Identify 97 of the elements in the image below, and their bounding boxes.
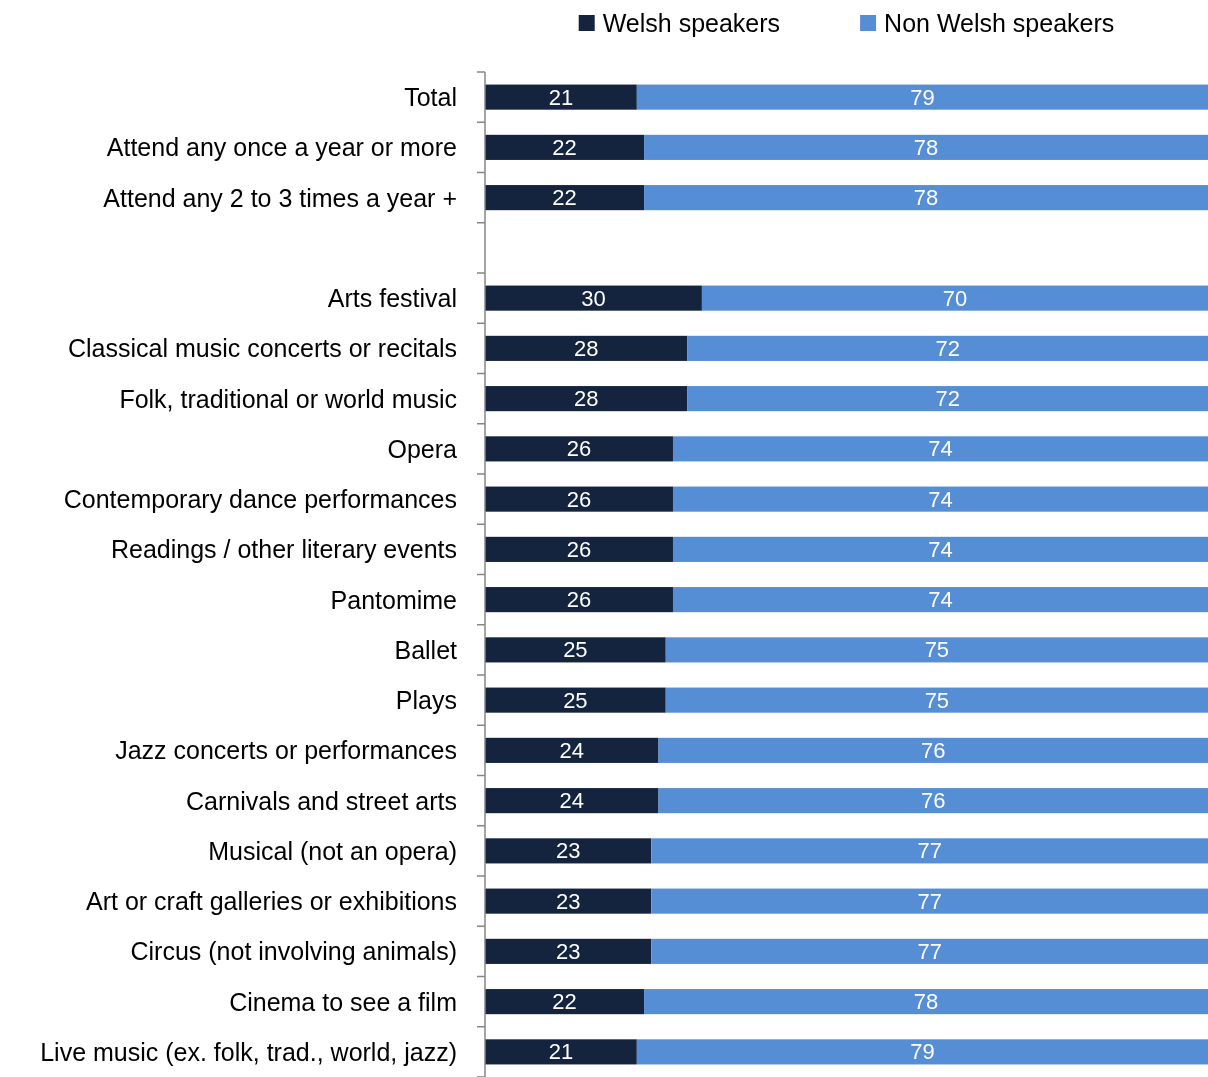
bar <box>485 788 659 814</box>
data-label: 74 <box>928 587 953 613</box>
data-label: 30 <box>581 285 606 311</box>
legend-label: Welsh speakers <box>602 9 781 37</box>
y-tick-label: Opera <box>387 434 458 463</box>
bar <box>672 587 1208 613</box>
bar <box>485 587 673 613</box>
data-label: 24 <box>559 737 584 763</box>
bar <box>485 637 666 663</box>
data-label: 21 <box>548 1039 574 1065</box>
data-label: 78 <box>913 989 939 1015</box>
data-label: 23 <box>555 938 581 964</box>
y-tick-label: Attend any 2 to 3 times a year + <box>103 183 457 212</box>
y-tick-label: Pantomime <box>330 585 457 614</box>
bar <box>672 536 1208 562</box>
y-tick-label: Contemporary dance performances <box>63 485 457 514</box>
data-label: 74 <box>928 536 953 562</box>
y-tick-label: Classical music concerts or recitals <box>68 334 457 363</box>
bar <box>701 285 1208 311</box>
data-label: 75 <box>924 637 950 663</box>
y-tick-label: Musical (not an opera) <box>208 836 457 865</box>
bar <box>485 285 702 311</box>
y-tick-label: Folk, traditional or world music <box>119 384 457 413</box>
data-label: 77 <box>917 938 942 964</box>
bar <box>485 737 659 763</box>
y-tick-label: Arts festival <box>327 284 457 313</box>
data-label: 24 <box>559 788 584 814</box>
data-label: 21 <box>548 84 574 110</box>
bar <box>665 637 1208 663</box>
y-tick-label: Cinema to see a film <box>229 987 457 1016</box>
y-tick-label: Readings / other literary events <box>110 535 457 564</box>
data-label: 25 <box>563 637 588 663</box>
bar <box>658 788 1208 814</box>
data-label: 74 <box>928 436 953 462</box>
y-tick-label: Carnivals and street arts <box>186 786 457 815</box>
bar <box>485 1039 637 1065</box>
bar <box>485 989 645 1015</box>
data-label: 26 <box>566 536 592 562</box>
bar <box>636 84 1208 110</box>
legend-label: Non Welsh speakers <box>884 9 1115 37</box>
data-label: 22 <box>552 134 577 160</box>
bar <box>485 335 688 361</box>
data-label: 72 <box>935 386 960 412</box>
data-label: 78 <box>913 185 939 211</box>
bar <box>672 486 1208 512</box>
bar <box>485 888 652 914</box>
y-tick-label: Plays <box>395 686 457 715</box>
data-label: 79 <box>910 1039 935 1065</box>
data-label: 77 <box>917 838 942 864</box>
y-tick-label: Jazz concerts or performances <box>115 736 457 765</box>
data-label: 75 <box>924 687 950 713</box>
data-label: 76 <box>921 788 946 814</box>
data-label: 78 <box>913 134 939 160</box>
data-label: 77 <box>917 888 942 914</box>
data-label: 72 <box>935 335 960 361</box>
data-label: 74 <box>928 486 953 512</box>
data-label: 23 <box>555 888 581 914</box>
data-label: 26 <box>566 486 592 512</box>
bar <box>485 84 637 110</box>
bar <box>644 989 1208 1015</box>
data-label: 76 <box>921 737 946 763</box>
bar <box>644 134 1208 160</box>
bar <box>485 386 688 412</box>
bar <box>485 185 645 211</box>
data-label: 22 <box>552 185 577 211</box>
data-label: 26 <box>566 436 592 462</box>
y-tick-label: Circus (not involving animals) <box>130 937 457 966</box>
bar <box>651 838 1208 864</box>
data-label: 26 <box>566 587 592 613</box>
y-tick-label: Art or craft galleries or exhibitions <box>86 887 457 916</box>
bar <box>485 486 673 512</box>
data-label: 28 <box>573 386 599 412</box>
bar <box>636 1039 1208 1065</box>
bar <box>485 436 673 462</box>
data-label: 22 <box>552 989 577 1015</box>
bar <box>485 687 666 713</box>
bar <box>687 335 1208 361</box>
y-tick-label: Ballet <box>394 635 458 664</box>
bar <box>658 737 1208 763</box>
bar <box>485 536 673 562</box>
bar <box>651 888 1208 914</box>
data-label: 70 <box>942 285 968 311</box>
y-tick-label: Attend any once a year or more <box>106 133 457 162</box>
bar <box>485 938 652 964</box>
bar <box>485 838 652 864</box>
data-label: 79 <box>910 84 935 110</box>
bar <box>665 687 1208 713</box>
bar <box>672 436 1208 462</box>
y-tick-label: Live music (ex. folk, trad., world, jazz) <box>40 1037 457 1066</box>
data-label: 23 <box>555 838 581 864</box>
y-tick-label: Total <box>404 83 457 112</box>
bar <box>687 386 1208 412</box>
data-label: 25 <box>563 687 588 713</box>
bar <box>644 185 1208 211</box>
bar <box>651 938 1208 964</box>
bar <box>485 134 645 160</box>
data-label: 28 <box>573 335 599 361</box>
